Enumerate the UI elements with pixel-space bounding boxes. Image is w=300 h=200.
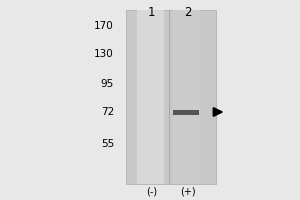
Text: 95: 95 [101,79,114,89]
Bar [136,10,164,184]
Text: (+): (+) [180,187,195,197]
Text: 130: 130 [94,49,114,59]
Text: 2: 2 [184,6,191,20]
Bar [172,10,200,184]
Text: 170: 170 [94,21,114,31]
Text: (-): (-) [146,187,157,197]
Text: 55: 55 [101,139,114,149]
Bar [126,10,216,184]
Text: 72: 72 [101,107,114,117]
Bar [173,110,199,114]
Text: 1: 1 [148,6,155,20]
